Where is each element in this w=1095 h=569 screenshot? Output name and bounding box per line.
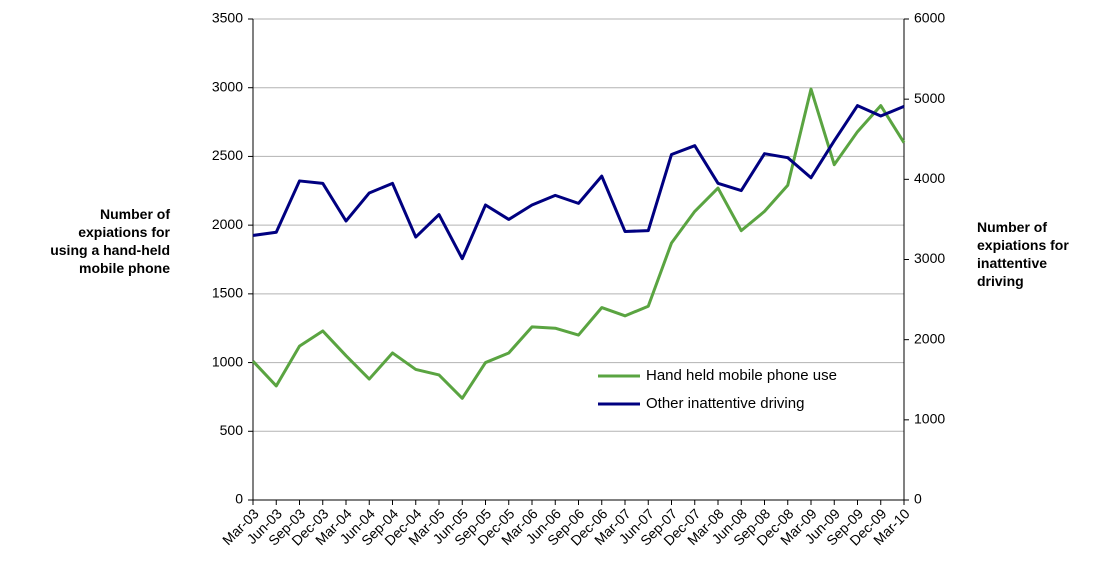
y-tick-label: 0: [235, 491, 243, 507]
y2-tick-label: 6000: [914, 10, 945, 26]
legend-label: Other inattentive driving: [646, 395, 804, 412]
y2-axis-label: Number of expiations for inattentive dri…: [977, 219, 1069, 289]
y2-tick-label: 1000: [914, 411, 945, 427]
y-tick-label: 1000: [212, 353, 243, 369]
series-line: [251, 87, 906, 400]
y-tick-label: 1500: [212, 285, 243, 301]
y2-tick-label: 5000: [914, 90, 945, 106]
y-tick-label: 3500: [212, 10, 243, 26]
y-tick-label: 500: [220, 422, 244, 438]
legend-label: Hand held mobile phone use: [646, 367, 837, 384]
y-axis-label: Number of expiations for using a hand-he…: [50, 206, 170, 276]
series-line: [252, 104, 905, 261]
y-tick-label: 2000: [212, 216, 243, 232]
y-tick-label: 2500: [212, 147, 243, 163]
y-tick-label: 3000: [212, 78, 243, 94]
y2-tick-label: 3000: [914, 250, 945, 266]
y2-tick-label: 0: [914, 491, 922, 507]
y2-tick-label: 4000: [914, 170, 945, 186]
y2-tick-label: 2000: [914, 330, 945, 346]
